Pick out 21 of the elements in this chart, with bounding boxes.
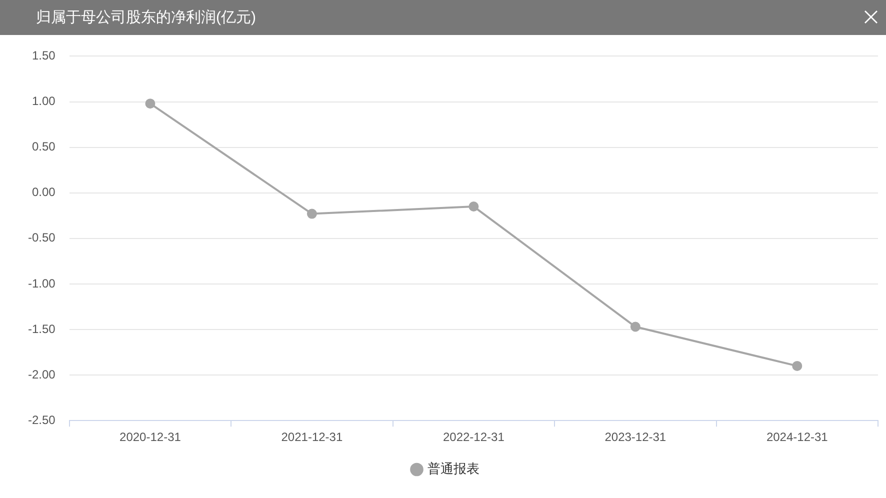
x-tick-label: 2021-12-31 [281, 430, 343, 444]
y-tick-label: 1.50 [32, 48, 56, 63]
y-tick-label: -2.50 [28, 412, 56, 427]
chart-title: 归属于母公司股东的净利润(亿元) [36, 8, 256, 27]
x-tick-label: 2024-12-31 [766, 430, 828, 444]
point [630, 322, 640, 332]
x-tick-label: 2020-12-31 [120, 430, 182, 444]
point [792, 360, 802, 371]
point [306, 208, 317, 219]
y-tick-label: -1.50 [28, 322, 56, 336]
legend-label: 普通报表 [427, 461, 480, 476]
point [468, 202, 479, 212]
y-tick-label: -1.00 [28, 276, 56, 290]
y-tick-label: -0.50 [28, 230, 56, 245]
x-tick-label: 2023-12-31 [604, 430, 666, 444]
point [145, 98, 156, 109]
y-tick-label: 1.00 [32, 94, 56, 108]
y-tick-label: -2.00 [28, 367, 56, 382]
y-tick-label: 0.50 [32, 140, 56, 154]
x-tick-label: 2022-12-31 [442, 430, 505, 444]
y-tick-label: 0.00 [32, 185, 56, 200]
